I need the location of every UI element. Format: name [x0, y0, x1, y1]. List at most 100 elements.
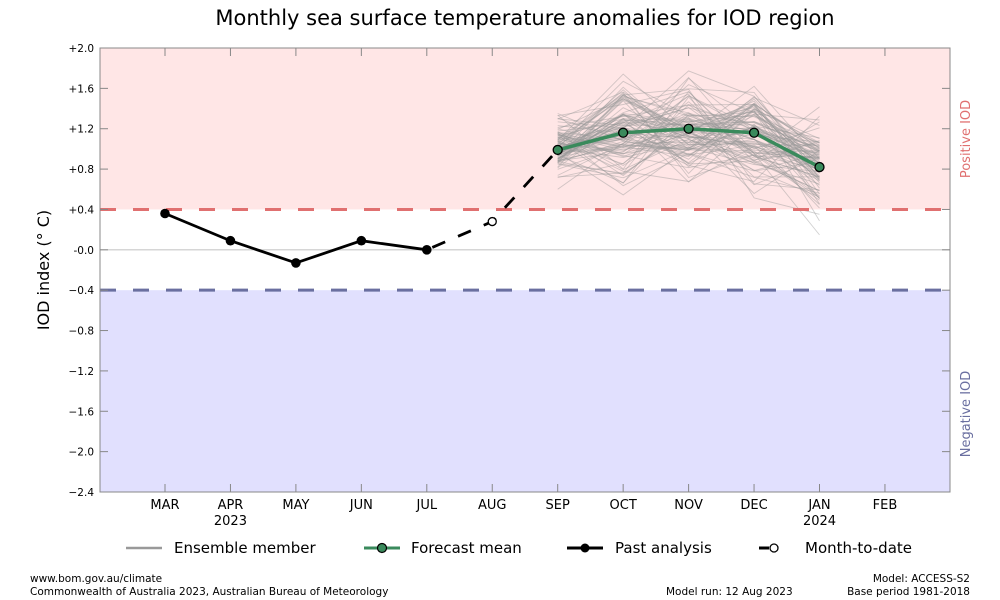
ensemble-member-line [557, 103, 820, 164]
footer-model-run: Model run: 12 Aug 2023 [666, 586, 793, 598]
ensemble-member-line [557, 97, 820, 158]
ensemble-member-line [557, 104, 820, 205]
chart-title: Monthly sea surface temperature anomalie… [215, 6, 834, 30]
ensemble-member-line [557, 114, 820, 178]
legend-ensemble-label: Ensemble member [174, 539, 317, 557]
y-tick-label: −1.6 [69, 406, 95, 418]
ensemble-member-line [557, 96, 820, 178]
ensemble-member-line [557, 88, 820, 191]
ensemble-member-line [557, 85, 820, 160]
y-tick-label: −0.4 [69, 285, 95, 297]
ensemble-member-line [557, 113, 820, 164]
ensemble-member-line [557, 95, 820, 161]
y-tick-label: +1.2 [69, 124, 95, 136]
positive-region [100, 48, 950, 210]
forecast-mean-point [748, 127, 760, 138]
threshold-regions [100, 48, 950, 492]
x-tick-label: JUN [349, 498, 373, 513]
ensemble-member-line [557, 137, 820, 170]
ensemble-member-line [557, 84, 820, 164]
x-tick-label: SEP [546, 498, 570, 513]
ensemble-member-line [557, 86, 820, 173]
ensemble-members [557, 70, 820, 236]
ensemble-member-line [557, 107, 820, 157]
legend-forecast-mean: Forecast mean [364, 539, 522, 557]
ensemble-member-line [557, 125, 820, 156]
ensemble-member-line [557, 132, 820, 164]
ensemble-member-line [557, 113, 820, 165]
ensemble-member-line [557, 126, 820, 199]
ensemble-member-line [557, 103, 820, 174]
ensemble-member-line [557, 133, 820, 192]
ensemble-member-line [557, 112, 820, 178]
ensemble-member-line [557, 104, 820, 158]
x-tick-label: JAN [807, 498, 830, 513]
ensemble-member-line [557, 114, 820, 156]
negative-iod-label: Negative IOD [959, 371, 974, 458]
ensemble-member-line [557, 127, 820, 152]
y-tick-label: +2.0 [69, 43, 95, 55]
ensemble-member-line [557, 100, 820, 181]
forecast-mean-point [552, 144, 563, 156]
y-axis-label: IOD index (° C) [34, 210, 53, 330]
x-year-label: 2023 [214, 514, 247, 529]
y-tick-label: −0.8 [69, 326, 95, 338]
ensemble-member-line [557, 144, 820, 197]
ensemble-member-line [557, 102, 820, 196]
ensemble-member-line [557, 94, 820, 175]
x-tick-label: NOV [674, 498, 703, 513]
x-tick-label: AUG [478, 498, 506, 513]
ensemble-member-line [557, 134, 820, 187]
ensemble-member-line [557, 76, 820, 158]
x-tick-label: FEB [873, 498, 898, 513]
legend-mtd-marker [769, 543, 779, 553]
legend-forecast-label: Forecast mean [411, 539, 522, 557]
y-tick-label: −1.2 [69, 366, 95, 378]
y-tick-label: +0.4 [69, 204, 95, 216]
y-tick-label: -0.0 [74, 245, 95, 257]
x-tick-label: MAY [282, 498, 309, 513]
x-year-label: 2024 [803, 514, 836, 529]
ensemble-member-line [557, 136, 820, 155]
ensemble-member-line [557, 95, 820, 170]
y-tick-label: −2.0 [69, 447, 95, 459]
ensemble-member-line [557, 118, 820, 182]
footer-url: www.bom.gov.au/climate [30, 573, 163, 585]
footer-model: Model: ACCESS-S2 [872, 573, 970, 585]
past-analysis-line [164, 212, 427, 265]
y-tick-label: +0.8 [69, 164, 95, 176]
ensemble-member-line [557, 91, 820, 201]
ensemble-member-line [557, 91, 820, 161]
x-tick-label: DEC [740, 498, 767, 513]
ensemble-member-line [557, 102, 820, 160]
legend-forecast-marker [376, 542, 388, 554]
footer-left: www.bom.gov.au/climate Commonwealth of A… [30, 573, 388, 599]
ensemble-member-line [557, 108, 820, 162]
legend-past-analysis: Past analysis [567, 539, 712, 557]
past-analysis-point [291, 258, 301, 268]
ensemble-member-line [557, 80, 820, 186]
y-tick-label: +1.6 [69, 83, 95, 95]
ensemble-member-line [557, 93, 820, 168]
forecast-mean-point [814, 161, 825, 173]
legend-past-marker [580, 543, 590, 553]
ensemble-member-line [557, 95, 820, 176]
forecast-mean-point [683, 123, 694, 134]
ensemble-member-line [557, 77, 820, 170]
ensemble-member-line [557, 118, 820, 186]
ensemble-member-line [557, 91, 820, 236]
ensemble-member-line [557, 117, 820, 178]
legend-mtd-label: Month-to-date [805, 539, 912, 557]
ensemble-member-line [557, 117, 820, 171]
month-to-date-point [487, 216, 497, 227]
ensemble-member-line [557, 91, 820, 178]
ensemble-member-line [557, 93, 820, 215]
ensemble-member-line [557, 112, 820, 152]
ensemble-member-line [557, 107, 820, 171]
past-analysis-point [225, 235, 236, 246]
ensemble-member-line [557, 118, 820, 164]
ensemble-member-line [557, 101, 820, 178]
ensemble-member-line [557, 106, 820, 157]
legend-ensemble-member: Ensemble member [126, 539, 317, 557]
